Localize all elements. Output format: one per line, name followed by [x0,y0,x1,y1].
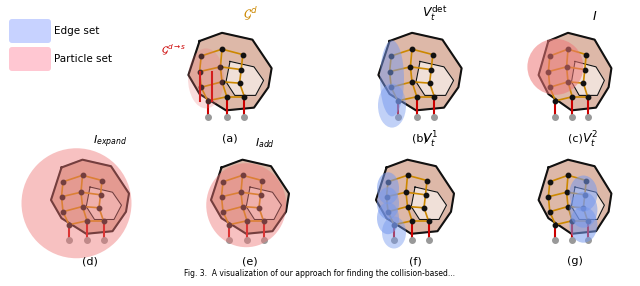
Ellipse shape [382,217,406,249]
Ellipse shape [570,192,597,228]
Text: (d): (d) [82,256,98,266]
Text: (b): (b) [412,133,428,143]
Text: $V_t^{\rm det}$: $V_t^{\rm det}$ [422,3,448,23]
Text: (e): (e) [242,256,258,266]
FancyBboxPatch shape [9,19,51,43]
Text: $I_{add}$: $I_{add}$ [255,136,275,150]
Ellipse shape [570,176,597,212]
Text: (c): (c) [568,133,582,143]
Text: $I$: $I$ [593,10,598,23]
Polygon shape [539,160,611,234]
Polygon shape [412,187,447,219]
Text: $I_{expand}$: $I_{expand}$ [93,133,127,150]
Polygon shape [226,61,264,96]
Polygon shape [539,33,611,110]
Text: Particle set: Particle set [54,54,112,64]
Ellipse shape [188,48,224,108]
Ellipse shape [378,84,406,128]
Text: $V_t^{1}$: $V_t^{1}$ [422,130,438,150]
Polygon shape [211,160,289,234]
Ellipse shape [377,172,399,204]
Text: (g): (g) [567,256,583,266]
Polygon shape [376,160,454,234]
Polygon shape [416,61,454,96]
Polygon shape [572,187,604,219]
Ellipse shape [377,187,399,219]
Ellipse shape [206,163,286,247]
Ellipse shape [380,40,404,116]
Text: Edge set: Edge set [54,26,99,36]
Ellipse shape [527,39,584,95]
Ellipse shape [22,148,131,258]
Ellipse shape [377,202,399,234]
Text: $\mathcal{G}^{d \rightarrow s}$: $\mathcal{G}^{d \rightarrow s}$ [161,42,186,57]
Polygon shape [246,187,282,219]
Text: $V_t^{2}$: $V_t^{2}$ [582,130,598,150]
Polygon shape [188,33,271,110]
Text: Fig. 3.  A visualization of our approach for finding the collision-based...: Fig. 3. A visualization of our approach … [184,269,456,278]
Text: $\mathcal{G}^d$: $\mathcal{G}^d$ [243,5,257,23]
Polygon shape [572,61,604,96]
Polygon shape [51,160,129,234]
FancyBboxPatch shape [9,47,51,71]
Polygon shape [86,187,122,219]
Text: (f): (f) [408,256,421,266]
Polygon shape [378,33,461,110]
Text: (a): (a) [222,133,238,143]
Ellipse shape [570,207,597,243]
